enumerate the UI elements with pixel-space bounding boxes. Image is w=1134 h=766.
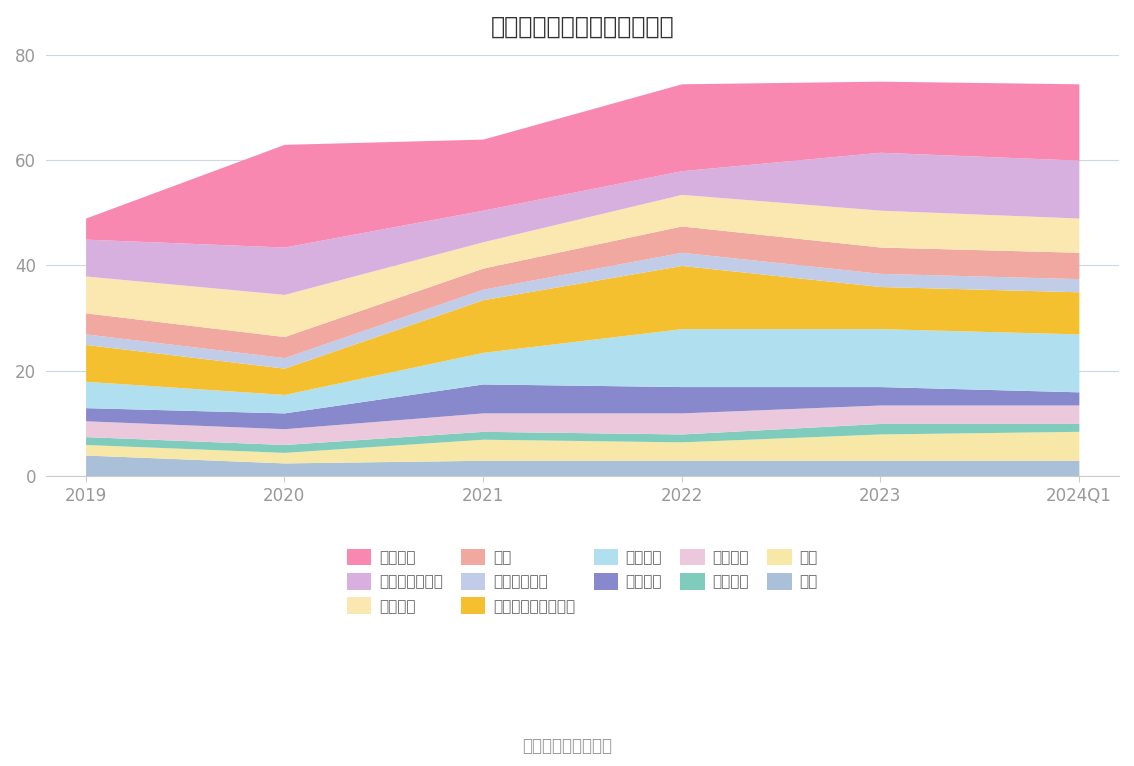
Text: 数据来源：恒生聚源: 数据来源：恒生聚源 [522,737,612,755]
Title: 历年主要资产堆积图（亿元）: 历年主要资产堆积图（亿元） [490,15,674,39]
Legend: 货币资金, 交易性金融资产, 应收账款, 存货, 其他流动资产, 其他非流动金融资产, 固定资产, 在建工程, 无形资产, 开发支出, 商誉, 其它: 货币资金, 交易性金融资产, 应收账款, 存货, 其他流动资产, 其他非流动金融… [340,542,823,620]
